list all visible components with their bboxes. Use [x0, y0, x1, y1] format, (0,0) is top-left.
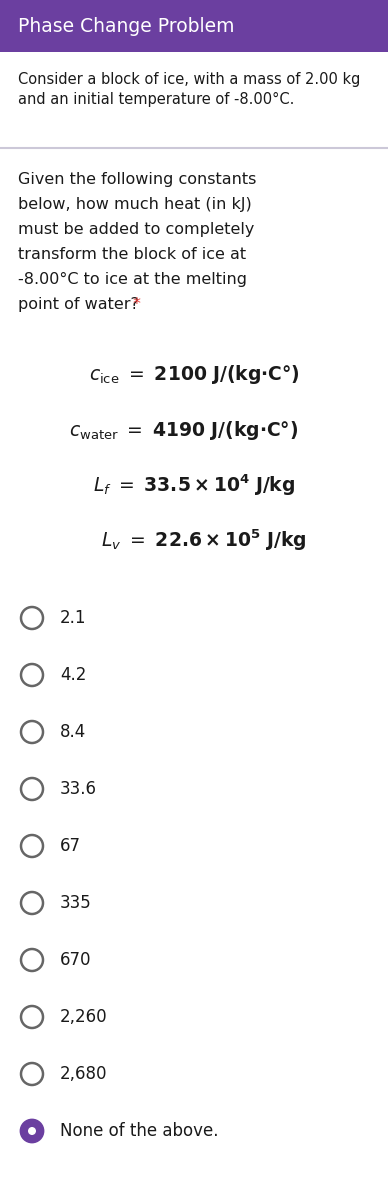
Circle shape [28, 1127, 36, 1135]
Circle shape [21, 778, 43, 800]
Text: -8.00°C to ice at the melting: -8.00°C to ice at the melting [18, 272, 247, 287]
Circle shape [21, 1006, 43, 1028]
Text: $L_f\ =\ \mathbf{33.5 \times 10^4\ J/kg}$: $L_f\ =\ \mathbf{33.5 \times 10^4\ J/kg}… [93, 473, 295, 498]
Text: below, how much heat (in kJ): below, how much heat (in kJ) [18, 197, 252, 212]
Text: $c_{\mathrm{water}}\ =\ \mathbf{4190\ J/(kg{\cdot}C°)}$: $c_{\mathrm{water}}\ =\ \mathbf{4190\ J/… [69, 419, 299, 442]
Text: None of the above.: None of the above. [60, 1122, 218, 1140]
Circle shape [21, 1120, 43, 1142]
Text: $L_v\ =\ \mathbf{22.6 \times 10^5\ J/kg}$: $L_v\ =\ \mathbf{22.6 \times 10^5\ J/kg}… [101, 527, 307, 553]
Text: Phase Change Problem: Phase Change Problem [18, 17, 234, 36]
Text: Consider a block of ice, with a mass of 2.00 kg: Consider a block of ice, with a mass of … [18, 72, 360, 86]
Text: $c_{\mathrm{ice}}\ =\ \mathbf{2100\ J/(kg{\cdot}C°)}$: $c_{\mathrm{ice}}\ =\ \mathbf{2100\ J/(k… [88, 364, 300, 386]
Circle shape [21, 664, 43, 686]
Text: *: * [133, 296, 141, 312]
Circle shape [21, 1063, 43, 1085]
Bar [0, 0, 388, 52]
Text: 2.1: 2.1 [60, 608, 87, 626]
Text: 2,260: 2,260 [60, 1008, 107, 1026]
Text: 33.6: 33.6 [60, 780, 97, 798]
Circle shape [21, 949, 43, 971]
Text: 670: 670 [60, 950, 92, 970]
Circle shape [21, 835, 43, 857]
Text: must be added to completely: must be added to completely [18, 222, 255, 236]
Circle shape [21, 721, 43, 743]
Text: and an initial temperature of -8.00°C.: and an initial temperature of -8.00°C. [18, 92, 294, 107]
Circle shape [21, 892, 43, 914]
Text: Given the following constants: Given the following constants [18, 172, 256, 187]
Text: 4.2: 4.2 [60, 666, 87, 684]
Text: 2,680: 2,680 [60, 1066, 107, 1082]
Circle shape [21, 607, 43, 629]
Text: 8.4: 8.4 [60, 722, 86, 740]
Text: transform the block of ice at: transform the block of ice at [18, 247, 246, 262]
Text: point of water?: point of water? [18, 296, 144, 312]
Text: 67: 67 [60, 838, 81, 854]
Text: 335: 335 [60, 894, 92, 912]
